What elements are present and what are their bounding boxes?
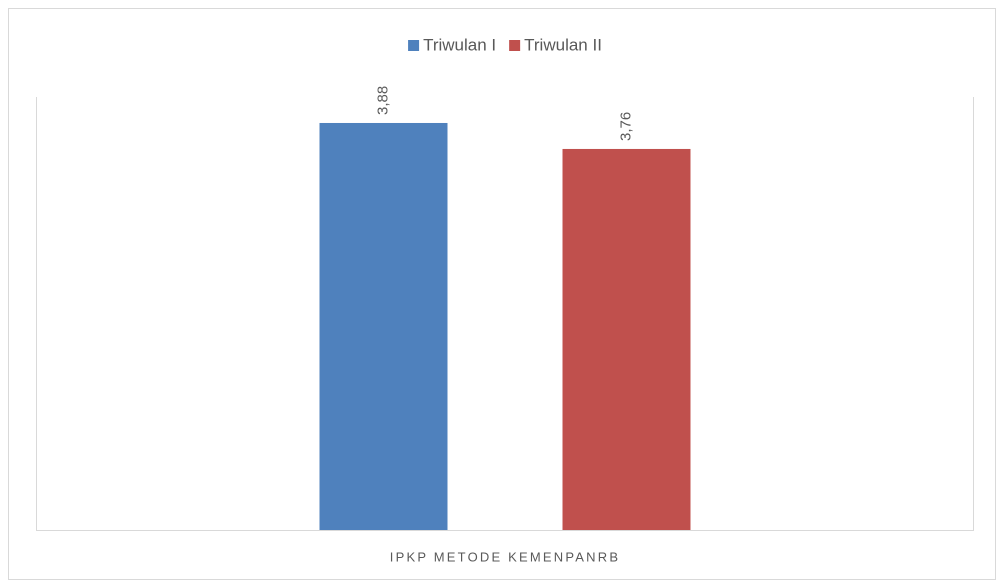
data-label: 3,88 bbox=[374, 86, 391, 115]
legend-label: Triwulan I bbox=[423, 35, 496, 54]
x-tick-label: IPKP METODE KEMENPANRB bbox=[390, 549, 620, 564]
legend-swatch bbox=[408, 40, 420, 51]
bar bbox=[562, 148, 691, 530]
legend-label: Triwulan II bbox=[524, 35, 602, 54]
chart-border bbox=[8, 8, 996, 580]
bar bbox=[319, 122, 448, 530]
legend-swatch bbox=[509, 40, 521, 51]
data-label: 3,76 bbox=[617, 112, 634, 141]
